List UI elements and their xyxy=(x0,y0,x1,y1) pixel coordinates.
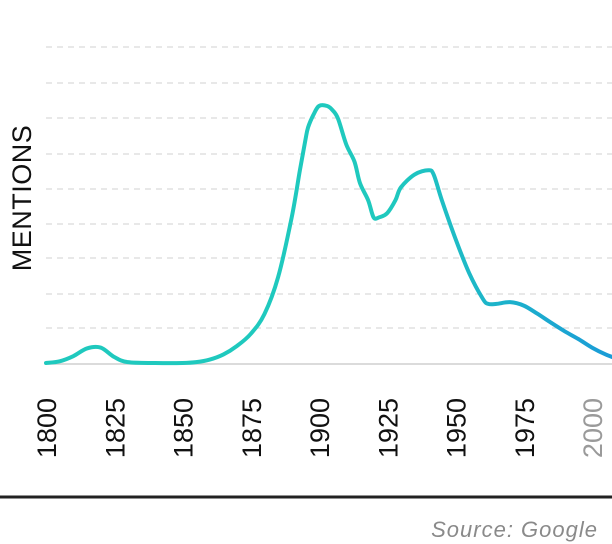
x-tick-label-1825: 1825 xyxy=(100,398,130,458)
source-credit: Source: Google xyxy=(431,517,598,542)
x-tick-label-1950: 1950 xyxy=(442,398,472,458)
series-group xyxy=(44,103,612,366)
gridlines xyxy=(46,46,612,365)
x-tick-label-1900: 1900 xyxy=(305,398,335,458)
series-line-1 xyxy=(44,103,612,366)
x-tick-label-1975: 1975 xyxy=(510,398,540,458)
x-tick-label-1800: 1800 xyxy=(32,398,62,458)
y-axis-title: MENTIONS xyxy=(7,125,37,272)
x-tick-label-1925: 1925 xyxy=(373,398,403,458)
x-tick-label-1875: 1875 xyxy=(237,398,267,458)
x-tick-label-1850: 1850 xyxy=(169,398,199,458)
x-tick-labels: 1800 1825 1850 1875 1900 1925 1950 1975 2000 xyxy=(32,398,608,458)
x-tick-label-2000: 2000 xyxy=(578,398,608,458)
